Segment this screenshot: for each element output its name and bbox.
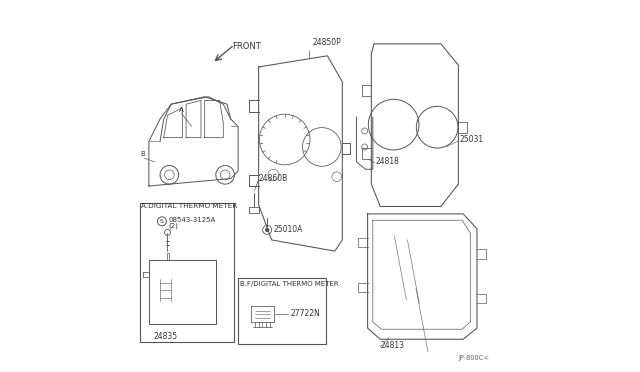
Text: 24850P: 24850P [312, 38, 341, 47]
Text: 27722N: 27722N [291, 310, 320, 318]
Text: 24818: 24818 [375, 157, 399, 166]
Bar [248, 207, 259, 213]
Text: 08543-3125A: 08543-3125A [168, 217, 216, 223]
Text: 24860B: 24860B [259, 174, 288, 183]
Text: B: B [141, 151, 145, 157]
Text: B.F/DIGITAL THERMO METER: B.F/DIGITAL THERMO METER [240, 281, 339, 287]
Text: 25031: 25031 [460, 135, 484, 144]
Text: (2): (2) [168, 223, 178, 230]
Text: S: S [160, 219, 164, 224]
Text: 24835: 24835 [154, 332, 178, 341]
Bar [140, 203, 234, 342]
Text: 25010A: 25010A [273, 225, 303, 234]
Circle shape [266, 228, 269, 231]
Text: A: A [179, 107, 184, 113]
Text: FRONT: FRONT [232, 42, 261, 51]
Bar [238, 278, 326, 344]
Text: A.DIGITAL THERMO METER: A.DIGITAL THERMO METER [141, 203, 237, 209]
Text: JP·800C<: JP·800C< [458, 355, 490, 361]
Text: 24813: 24813 [380, 341, 404, 350]
